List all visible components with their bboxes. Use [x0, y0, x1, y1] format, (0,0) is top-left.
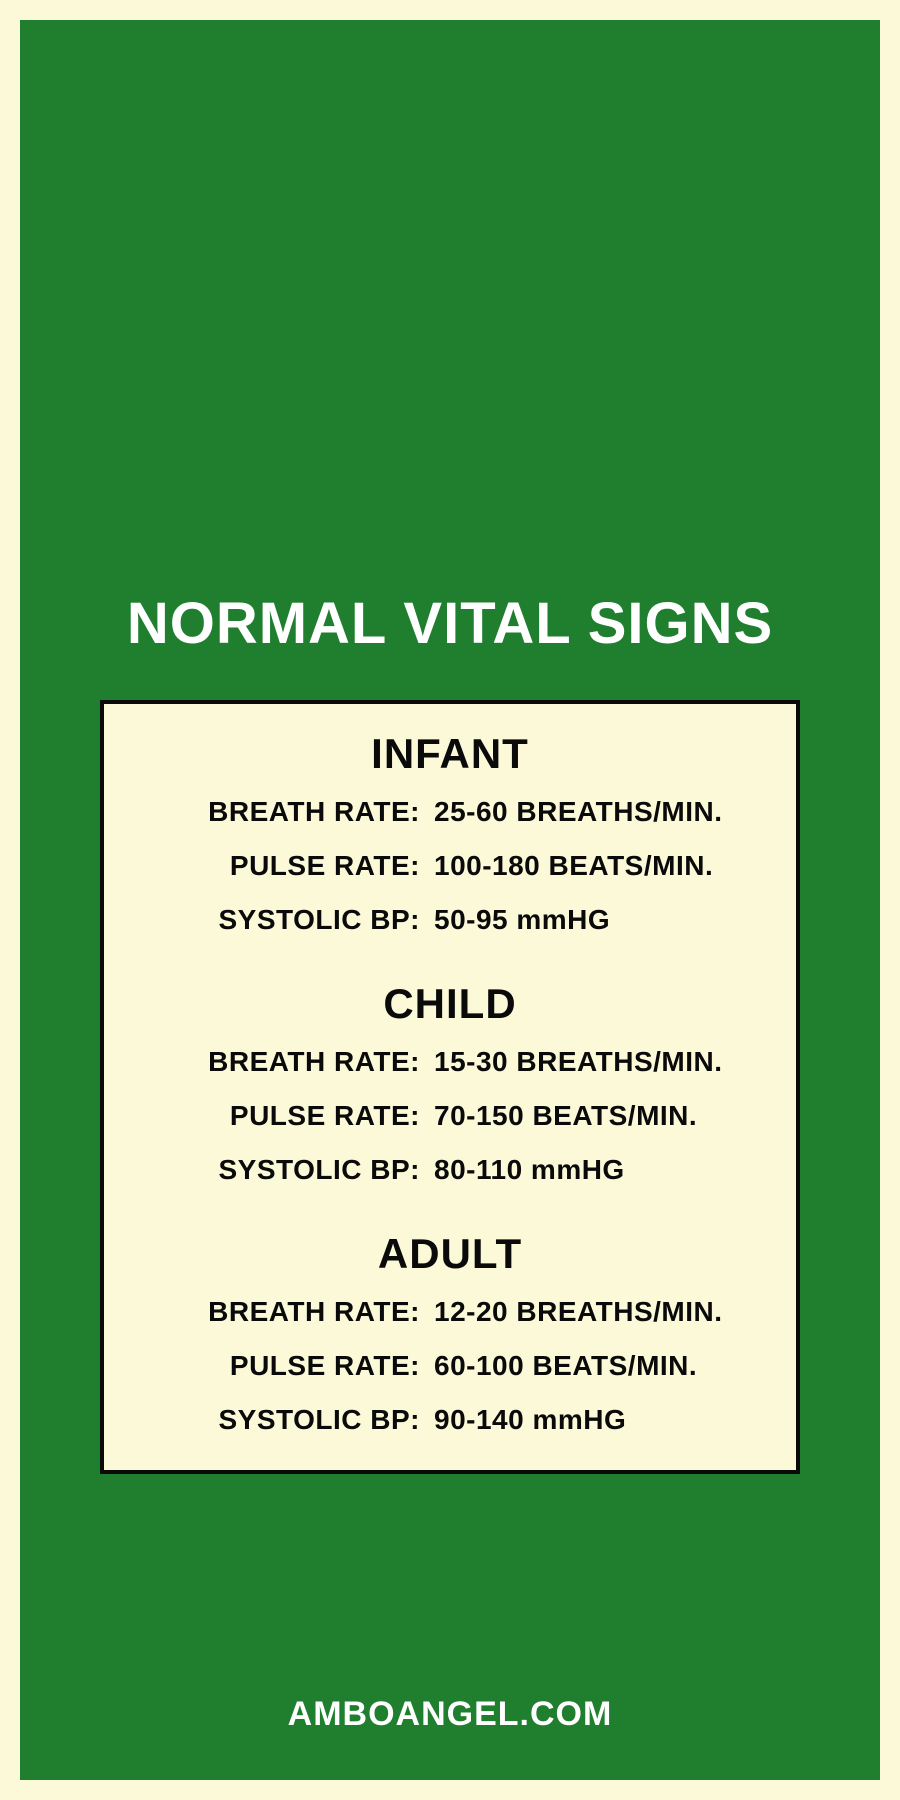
section-heading: INFANT [134, 730, 766, 778]
vital-value: 25-60 BREATHS/MIN. [434, 796, 766, 828]
vital-value: 50-95 mmHG [434, 904, 766, 936]
vital-signs-panel: INFANT BREATH RATE: 25-60 BREATHS/MIN. P… [100, 700, 800, 1474]
section-heading: ADULT [134, 1230, 766, 1278]
section-heading: CHILD [134, 980, 766, 1028]
vital-label: PULSE RATE: [134, 1100, 434, 1132]
vital-label: SYSTOLIC BP: [134, 1404, 434, 1436]
vital-label: BREATH RATE: [134, 1296, 434, 1328]
footer-text: AMBOANGEL.COM [20, 1695, 880, 1734]
info-card: NORMAL VITAL SIGNS INFANT BREATH RATE: 2… [20, 20, 880, 1780]
vital-value: 15-30 BREATHS/MIN. [434, 1046, 766, 1078]
vital-value: 12-20 BREATHS/MIN. [434, 1296, 766, 1328]
vital-label: SYSTOLIC BP: [134, 1154, 434, 1186]
vital-row: SYSTOLIC BP: 50-95 mmHG [134, 904, 766, 936]
vital-row: SYSTOLIC BP: 80-110 mmHG [134, 1154, 766, 1186]
vital-label: BREATH RATE: [134, 1046, 434, 1078]
vital-row: SYSTOLIC BP: 90-140 mmHG [134, 1404, 766, 1436]
section-child: CHILD BREATH RATE: 15-30 BREATHS/MIN. PU… [134, 980, 766, 1186]
vital-value: 70-150 BEATS/MIN. [434, 1100, 766, 1132]
vital-row: BREATH RATE: 25-60 BREATHS/MIN. [134, 796, 766, 828]
vital-label: PULSE RATE: [134, 850, 434, 882]
vital-row: BREATH RATE: 15-30 BREATHS/MIN. [134, 1046, 766, 1078]
vital-label: PULSE RATE: [134, 1350, 434, 1382]
vital-label: BREATH RATE: [134, 796, 434, 828]
vital-value: 100-180 BEATS/MIN. [434, 850, 766, 882]
section-adult: ADULT BREATH RATE: 12-20 BREATHS/MIN. PU… [134, 1230, 766, 1436]
vital-label: SYSTOLIC BP: [134, 904, 434, 936]
vital-value: 80-110 mmHG [434, 1154, 766, 1186]
vital-row: BREATH RATE: 12-20 BREATHS/MIN. [134, 1296, 766, 1328]
section-infant: INFANT BREATH RATE: 25-60 BREATHS/MIN. P… [134, 730, 766, 936]
page-title: NORMAL VITAL SIGNS [20, 590, 880, 657]
vital-row: PULSE RATE: 60-100 BEATS/MIN. [134, 1350, 766, 1382]
vital-row: PULSE RATE: 70-150 BEATS/MIN. [134, 1100, 766, 1132]
vital-value: 60-100 BEATS/MIN. [434, 1350, 766, 1382]
vital-value: 90-140 mmHG [434, 1404, 766, 1436]
vital-row: PULSE RATE: 100-180 BEATS/MIN. [134, 850, 766, 882]
